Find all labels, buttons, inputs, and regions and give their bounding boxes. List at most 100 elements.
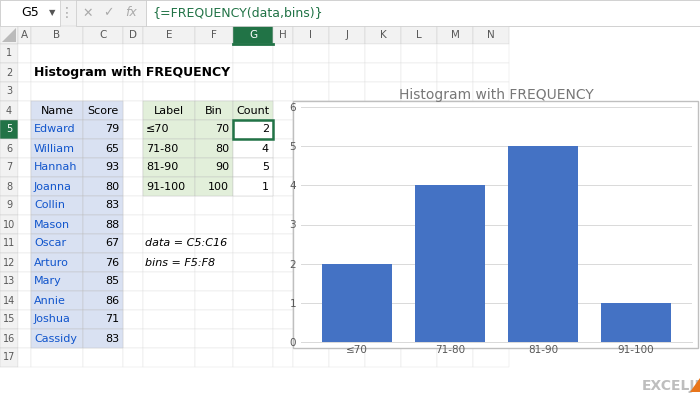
Text: Count: Count bbox=[237, 106, 270, 116]
Text: Arturo: Arturo bbox=[34, 258, 69, 268]
Bar bbox=[143, 101, 195, 120]
Text: Mason: Mason bbox=[34, 220, 70, 230]
Bar bbox=[273, 310, 293, 329]
Text: Name: Name bbox=[41, 106, 74, 116]
Bar bbox=[293, 310, 329, 329]
Bar bbox=[195, 44, 233, 63]
Polygon shape bbox=[2, 28, 16, 42]
Bar bbox=[329, 215, 365, 234]
Bar bbox=[83, 310, 123, 329]
Bar bbox=[143, 120, 195, 139]
Text: Annie: Annie bbox=[34, 296, 66, 306]
Text: 4: 4 bbox=[6, 106, 12, 116]
Text: 9: 9 bbox=[6, 200, 12, 210]
Bar bbox=[233, 101, 273, 120]
Bar bbox=[293, 101, 329, 120]
Bar bbox=[31, 101, 83, 120]
Bar bbox=[83, 291, 123, 310]
Text: 11: 11 bbox=[3, 238, 15, 248]
Bar bbox=[322, 264, 392, 342]
Bar bbox=[401, 196, 437, 215]
Text: 88: 88 bbox=[105, 220, 119, 230]
Bar bbox=[83, 101, 123, 120]
Bar bbox=[143, 253, 195, 272]
Bar bbox=[0, 177, 18, 196]
Bar bbox=[293, 82, 329, 101]
Bar bbox=[601, 303, 671, 342]
Bar bbox=[233, 272, 273, 291]
Bar bbox=[473, 44, 509, 63]
Bar bbox=[473, 158, 509, 177]
Bar bbox=[31, 120, 83, 139]
Text: G5: G5 bbox=[21, 6, 39, 20]
Bar bbox=[233, 329, 273, 348]
Text: ⋮: ⋮ bbox=[60, 6, 74, 20]
Bar bbox=[195, 158, 233, 177]
Bar bbox=[365, 82, 401, 101]
Bar bbox=[123, 310, 143, 329]
Bar bbox=[83, 272, 123, 291]
Bar bbox=[123, 291, 143, 310]
Bar bbox=[31, 158, 83, 177]
Bar bbox=[0, 253, 18, 272]
Bar bbox=[18, 253, 31, 272]
Bar bbox=[195, 215, 233, 234]
Bar bbox=[233, 139, 273, 158]
Bar bbox=[273, 63, 293, 82]
Bar bbox=[437, 215, 473, 234]
Text: 6: 6 bbox=[6, 144, 12, 154]
Bar bbox=[473, 253, 509, 272]
Bar bbox=[0, 101, 18, 120]
Bar bbox=[143, 139, 195, 158]
Bar bbox=[195, 139, 233, 158]
Bar bbox=[473, 310, 509, 329]
Bar bbox=[31, 215, 83, 234]
Bar bbox=[18, 82, 31, 101]
Text: {=FREQUENCY(data,bins)}: {=FREQUENCY(data,bins)} bbox=[152, 6, 323, 20]
Title: Histogram with FREQUENCY: Histogram with FREQUENCY bbox=[399, 88, 594, 102]
Bar bbox=[0, 0, 700, 26]
Polygon shape bbox=[690, 378, 700, 392]
Bar bbox=[365, 101, 401, 120]
Text: Cassidy: Cassidy bbox=[34, 334, 77, 344]
Text: 85: 85 bbox=[105, 276, 119, 286]
Bar bbox=[437, 196, 473, 215]
Bar bbox=[293, 26, 329, 44]
Bar bbox=[293, 101, 698, 348]
Bar bbox=[401, 348, 437, 367]
Bar bbox=[365, 196, 401, 215]
Bar bbox=[31, 158, 83, 177]
Text: EXCELJET: EXCELJET bbox=[642, 379, 700, 393]
Bar bbox=[143, 348, 195, 367]
Bar bbox=[365, 63, 401, 82]
Bar bbox=[273, 139, 293, 158]
Bar bbox=[123, 215, 143, 234]
Bar bbox=[31, 291, 83, 310]
Text: Mary: Mary bbox=[34, 276, 62, 286]
Bar bbox=[401, 253, 437, 272]
Bar bbox=[123, 329, 143, 348]
Bar bbox=[233, 177, 273, 196]
Bar bbox=[31, 215, 83, 234]
Bar bbox=[83, 120, 123, 139]
Bar bbox=[329, 158, 365, 177]
Text: ▼: ▼ bbox=[49, 8, 55, 18]
Bar bbox=[437, 253, 473, 272]
Bar bbox=[31, 234, 83, 253]
Bar bbox=[401, 26, 437, 44]
Bar bbox=[83, 215, 123, 234]
Bar bbox=[437, 120, 473, 139]
Text: 71-80: 71-80 bbox=[146, 144, 178, 154]
Bar bbox=[401, 139, 437, 158]
Bar bbox=[273, 26, 293, 44]
Text: 86: 86 bbox=[105, 296, 119, 306]
Bar bbox=[31, 139, 83, 158]
Bar bbox=[401, 177, 437, 196]
Bar bbox=[0, 215, 18, 234]
Bar bbox=[76, 0, 146, 26]
Text: 17: 17 bbox=[3, 352, 15, 362]
Bar bbox=[293, 63, 329, 82]
Bar bbox=[18, 44, 31, 63]
Bar bbox=[473, 291, 509, 310]
Text: 7: 7 bbox=[6, 162, 12, 172]
